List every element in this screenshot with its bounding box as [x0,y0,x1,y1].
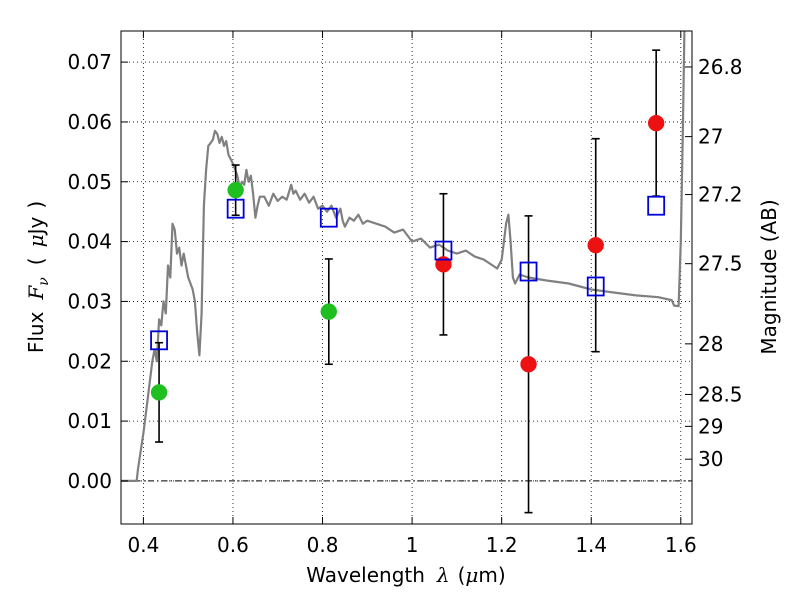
data-point-circle [320,303,338,320]
x-tick-label: 0.6 [217,533,249,557]
y-axis-label-unit-rest: Jy [24,216,48,236]
data-point-circle [227,181,244,199]
y-axis-label: Flux Fν ( μJy) [24,201,52,353]
x-axis-ticks: 0.4 0.6 0.8 1 1.2 1.4 1.6 [127,31,697,557]
y-tick-label: 0.04 [67,230,112,254]
y2-axis-label: Magnitude (AB) [757,199,781,354]
y2-tick-label: 28.5 [698,382,743,406]
x-axis-label-symbol: λ [436,563,450,587]
y2-tick-label: 27.5 [698,252,743,276]
data-point-circle [520,356,537,373]
y-axis-label-sub: ν [36,277,52,286]
y-axis-label-unit-mu: μ [24,234,48,247]
y2-tick-label: 27.2 [698,183,743,207]
x-tick-label: 0.4 [127,533,159,557]
model-point-square [519,261,538,282]
y2-tick-label: 28 [698,332,723,356]
y-tick-label: 0.06 [67,110,112,134]
y-tick-label: 0.05 [67,170,112,194]
y-tick-label: 0.01 [67,409,112,433]
y-tick-label: 0.07 [67,50,112,74]
model-point-square [319,207,338,228]
y-tick-label: 0.02 [67,349,112,373]
y-axis-label-unit-open: ( [24,257,48,265]
y-axis-label-symbol: F [24,285,48,301]
model-point-square [586,276,605,297]
data-point-circle [647,114,665,132]
x-axis-label-unit-mu: μ [465,563,478,587]
x-tick-label: 1.6 [665,533,697,557]
template-spectrum [121,30,686,482]
data-point-circle [150,384,168,401]
x-tick-label: 1.2 [486,533,518,557]
y-axis-ticks: 0.00 0.01 0.02 0.03 0.04 0.05 0.06 0.07 [67,50,128,493]
x-axis-label-text: Wavelength [306,563,425,587]
x-axis-label-unit-open: ( [458,563,466,587]
x-axis-label-unit-rest: m) [478,563,505,587]
model-point-square [434,240,453,261]
y2-tick-label: 27 [698,125,723,149]
y-tick-label: 0.00 [67,469,112,493]
y-axis-label-text: Flux [24,311,48,353]
x-axis-label: Wavelength λ (μm) [306,563,505,587]
template-spectrum-line [121,30,686,482]
model-point-square [226,198,245,219]
y2-tick-label: 30 [698,447,723,471]
y-tick-label: 0.03 [67,289,112,313]
x-tick-label: 0.8 [307,533,339,557]
model-point-square [647,195,666,216]
y2-tick-label: 26.8 [698,55,743,79]
y-axis-label-unit-close: ) [24,201,48,209]
y2-tick-label: 29 [698,414,723,438]
x-tick-label: 1.4 [575,533,607,557]
x-tick-label: 1 [406,533,419,557]
model-point-square [150,330,168,351]
data-point-circle [587,236,604,254]
data-markers [150,114,666,401]
plot-frame [120,30,693,525]
y2-axis-ticks: 26.8 27 27.2 27.5 28 28.5 29 30 [685,55,743,471]
